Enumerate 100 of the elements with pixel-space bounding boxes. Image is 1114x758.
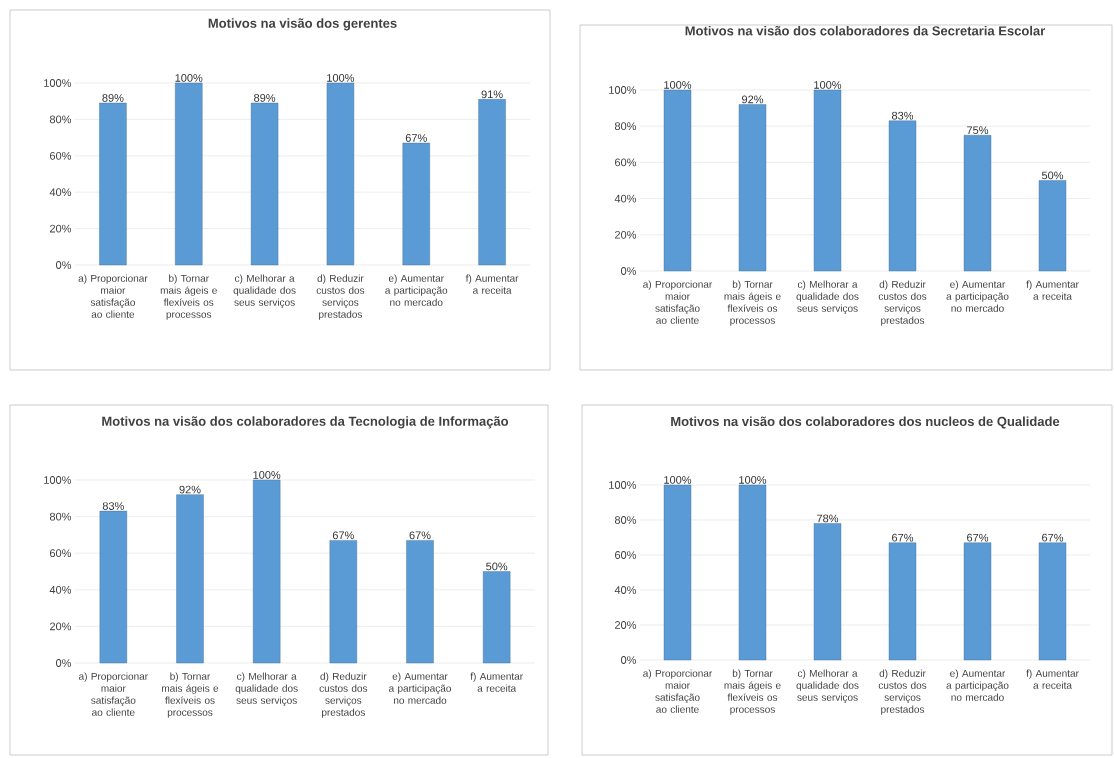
y-tick-label: 0% <box>55 261 72 269</box>
x-tick-label: e) Aumentar a participação no mercado <box>389 672 451 704</box>
data-label: 50% <box>486 562 508 571</box>
x-tick-label: f) Aumentar a receita <box>1026 669 1079 689</box>
bar <box>888 120 917 272</box>
y-tick-label: 100% <box>609 481 637 489</box>
x-tick-label: e) Aumentar a participação no mercado <box>946 280 1009 312</box>
y-tick-label: 40% <box>49 585 72 594</box>
data-label: 67% <box>409 531 431 540</box>
data-label: 67% <box>892 533 914 542</box>
bar <box>329 540 358 664</box>
x-tick-label: e) Aumentar a participação no mercado <box>946 669 1009 701</box>
bar <box>963 135 992 272</box>
data-label: 67% <box>1042 533 1064 542</box>
data-label: 91% <box>481 90 503 99</box>
x-tick-label: b) Tornar mais ágeis e flexíveis os processos <box>162 672 219 718</box>
data-label: 78% <box>817 514 839 523</box>
data-label: 50% <box>1041 171 1064 180</box>
data-label: 100% <box>739 476 767 484</box>
y-tick-label: 0% <box>621 267 637 275</box>
bar <box>406 540 434 664</box>
bar <box>250 102 279 266</box>
y-tick-label: 20% <box>615 230 637 239</box>
data-label: 89% <box>254 94 276 102</box>
y-tick-label: 0% <box>621 656 637 664</box>
bar <box>252 479 281 664</box>
bar <box>963 542 992 661</box>
x-tick-label: f) Aumentar a receita <box>470 672 523 692</box>
x-tick-label: d) Reduzir custos dos serviços prestados <box>319 672 368 718</box>
data-label: 67% <box>332 531 354 540</box>
x-tick-label: e) Aumentar a participação no mercado <box>385 274 448 306</box>
bar <box>326 82 355 266</box>
y-tick-label: 20% <box>50 622 72 631</box>
bar <box>478 99 506 266</box>
bar <box>176 494 204 664</box>
bar <box>888 542 917 661</box>
x-tick-label: b) Tornar mais ágeis e flexíveis os processos <box>724 669 781 715</box>
chart-title: Motivos na visão dos gerentes <box>208 18 397 31</box>
x-tick-label: d) Reduzir custos dos serviços prestados <box>878 669 927 715</box>
bar <box>482 571 511 664</box>
data-label: 83% <box>102 502 124 510</box>
y-tick-label: 80% <box>614 122 637 131</box>
y-tick-label: 100% <box>44 476 72 484</box>
y-tick-label: 60% <box>615 158 637 167</box>
bar <box>738 484 767 661</box>
y-tick-label: 40% <box>614 586 637 594</box>
x-tick-label: c) Melhorar a qualidade dos seus serviços <box>796 669 859 703</box>
bar <box>175 82 203 266</box>
bar <box>738 104 767 272</box>
data-label: 67% <box>405 134 427 142</box>
y-tick-label: 40% <box>49 188 72 197</box>
y-tick-label: 60% <box>615 551 637 559</box>
x-tick-label: b) Tornar mais ágeis e flexíveis os processos <box>724 280 781 326</box>
data-label: 100% <box>814 81 842 89</box>
y-tick-label: 80% <box>614 516 637 524</box>
x-tick-label: a) Proporcionar maior satisfação ao cliente <box>643 280 713 324</box>
y-tick-label: 80% <box>49 512 72 521</box>
bar <box>99 102 127 266</box>
bar <box>1038 180 1067 272</box>
data-label: 92% <box>179 485 201 494</box>
data-label: 100% <box>175 74 203 82</box>
y-tick-label: 100% <box>609 86 637 94</box>
y-tick-label: 20% <box>615 621 637 629</box>
x-tick-label: a) Proporcionar maior satisfação ao cliente <box>79 672 148 716</box>
x-tick-label: b) Tornar mais ágeis e flexíveis os processos <box>160 274 217 320</box>
x-tick-label: d) Reduzir custos dos serviços prestados <box>316 274 365 320</box>
data-label: 100% <box>664 476 692 484</box>
data-label: 67% <box>967 533 989 542</box>
y-tick-label: 0% <box>55 659 72 667</box>
data-label: 92% <box>742 95 764 104</box>
x-tick-label: c) Melhorar a qualidade dos seus serviços <box>235 672 298 706</box>
data-label: 100% <box>327 74 355 82</box>
data-label: 100% <box>664 81 692 89</box>
data-label: 75% <box>967 126 989 135</box>
chart-title: Motivos na visão dos colaboradores dos nucleos de Qualidade <box>671 416 1060 429</box>
x-tick-label: c) Melhorar a qualidade dos seus serviços <box>233 274 296 308</box>
y-tick-label: 60% <box>50 549 72 558</box>
bar <box>402 142 430 266</box>
y-tick-label: 60% <box>50 151 72 160</box>
y-tick-label: 20% <box>50 224 72 233</box>
x-tick-label: f) Aumentar a receita <box>1026 280 1079 300</box>
chart-title: Motivos na visão dos colaboradores da Tecnologia de Informação <box>102 416 509 429</box>
x-tick-label: a) Proporcionar maior satisfação ao cliente <box>643 669 713 713</box>
bar <box>813 523 842 661</box>
y-tick-label: 40% <box>614 194 637 203</box>
bar <box>1038 542 1067 661</box>
bar <box>99 510 128 664</box>
y-tick-label: 80% <box>49 115 72 124</box>
data-label: 100% <box>253 471 281 479</box>
bar <box>663 484 692 661</box>
data-label: 83% <box>891 111 914 120</box>
y-tick-label: 100% <box>44 79 72 87</box>
x-tick-label: c) Melhorar a qualidade dos seus serviços <box>796 280 859 314</box>
x-tick-label: a) Proporcionar maior satisfação ao cliente <box>78 274 148 318</box>
bar <box>663 89 692 272</box>
x-tick-label: f) Aumentar a receita <box>465 274 519 294</box>
x-tick-label: d) Reduzir custos dos serviços prestados <box>878 280 927 326</box>
chart-title: Motivos na visão dos colaboradores da Secretaria Escolar <box>685 25 1046 36</box>
bar <box>813 89 842 272</box>
data-label: 89% <box>102 94 124 102</box>
